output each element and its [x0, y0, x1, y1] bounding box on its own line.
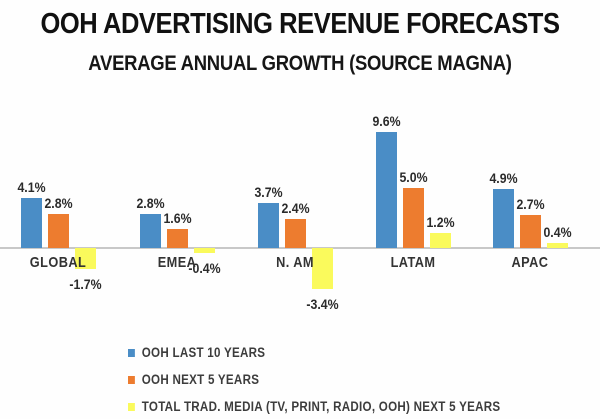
value-label-total-trad-media-tv-print-radio-ooh-next-5-years-n-am: -3.4%	[306, 296, 339, 313]
bar-total-trad-media-tv-print-radio-ooh-next-5-years-apac	[547, 243, 568, 248]
bar-ooh-next-5-years-latam	[403, 187, 424, 248]
value-label-ooh-next-5-years-apac: 2.7%	[516, 196, 545, 213]
legend-item-label: TOTAL TRAD. MEDIA (TV, PRINT, RADIO, OOH…	[141, 399, 501, 414]
value-label-total-trad-media-tv-print-radio-ooh-next-5-years-global: -1.7%	[69, 275, 102, 292]
legend-item-total-trad-media-tv-print-radio-ooh-next-5-years: TOTAL TRAD. MEDIA (TV, PRINT, RADIO, OOH…	[128, 399, 501, 414]
legend: OOH LAST 10 YEARS OOH NEXT 5 YEARS TOTAL T…	[128, 345, 561, 419]
x-axis-baseline	[0, 247, 600, 249]
category-label-n-am: N. AM	[276, 254, 314, 271]
value-label-ooh-last-10-years-emea: 2.8%	[136, 195, 165, 212]
bar-ooh-last-10-years-latam	[376, 131, 397, 248]
value-label-ooh-next-5-years-n-am: 2.4%	[281, 199, 310, 216]
bar-ooh-last-10-years-n-am	[258, 203, 279, 248]
bar-ooh-next-5-years-global	[48, 214, 69, 248]
legend-item-label: OOH NEXT 5 YEARS	[141, 372, 260, 387]
legend-swatch-icon	[128, 375, 135, 384]
value-label-total-trad-media-tv-print-radio-ooh-next-5-years-latam: 1.2%	[426, 214, 455, 231]
bar-ooh-next-5-years-emea	[167, 228, 188, 248]
bar-ooh-next-5-years-n-am	[285, 218, 306, 248]
bar-ooh-last-10-years-global	[21, 198, 42, 248]
category-label-global: GLOBAL	[29, 254, 87, 271]
value-label-total-trad-media-tv-print-radio-ooh-next-5-years-apac: 0.4%	[543, 224, 572, 241]
category-label-apac: APAC	[511, 254, 549, 271]
bar-total-trad-media-tv-print-radio-ooh-next-5-years-emea	[194, 248, 215, 253]
chart-subtitle: AVERAGE ANNUAL GROWTH (SOURCE MAGNA)	[88, 52, 512, 75]
bar-ooh-next-5-years-apac	[520, 215, 541, 248]
value-label-ooh-next-5-years-emea: 1.6%	[163, 209, 192, 226]
value-label-ooh-next-5-years-latam: 5.0%	[399, 168, 428, 185]
category-label-emea: EMEA	[157, 254, 197, 271]
chart-title: OOH ADVERTISING REVENUE FORECASTS	[40, 8, 560, 40]
category-label-latam: LATAM	[390, 254, 436, 271]
bar-ooh-last-10-years-emea	[140, 214, 161, 248]
legend-swatch-icon	[128, 402, 135, 411]
value-label-ooh-next-5-years-global: 2.8%	[44, 195, 73, 212]
bar-total-trad-media-tv-print-radio-ooh-next-5-years-global	[75, 248, 96, 269]
value-label-ooh-last-10-years-apac: 4.9%	[489, 169, 518, 186]
legend-item-ooh-last-10-years: OOH LAST 10 YEARS	[128, 345, 500, 360]
value-label-ooh-last-10-years-n-am: 3.7%	[254, 184, 283, 201]
value-label-total-trad-media-tv-print-radio-ooh-next-5-years-emea: -0.4%	[188, 259, 221, 276]
legend-item-ooh-next-5-years: OOH NEXT 5 YEARS	[128, 372, 500, 387]
bar-total-trad-media-tv-print-radio-ooh-next-5-years-latam	[430, 233, 451, 248]
bar-total-trad-media-tv-print-radio-ooh-next-5-years-n-am	[312, 248, 333, 290]
legend-item-label: OOH LAST 10 YEARS	[141, 345, 266, 360]
legend-swatch-icon	[128, 348, 135, 357]
bar-ooh-last-10-years-apac	[493, 188, 514, 248]
value-label-ooh-last-10-years-latam: 9.6%	[372, 112, 401, 129]
value-label-ooh-last-10-years-global: 4.1%	[17, 179, 46, 196]
